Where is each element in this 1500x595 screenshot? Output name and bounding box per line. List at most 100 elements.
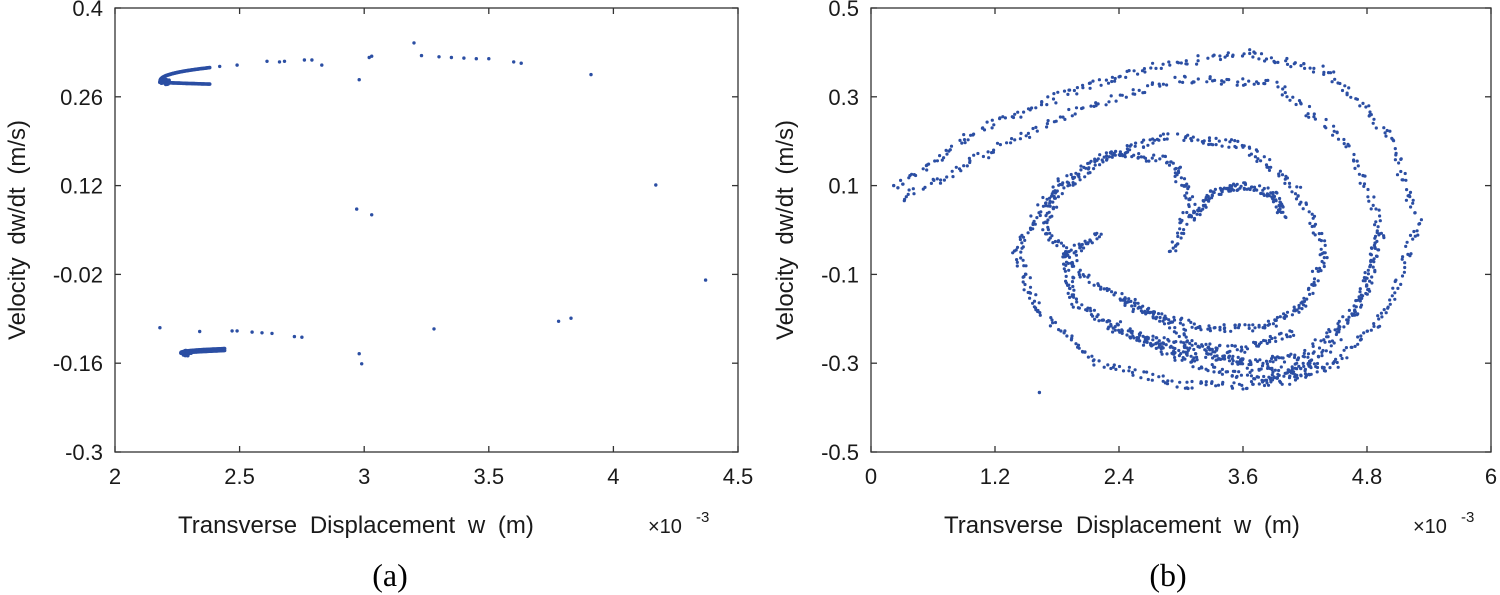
data-point — [1275, 375, 1279, 380]
data-point — [1142, 370, 1146, 374]
data-point — [207, 82, 212, 86]
data-point — [1154, 159, 1158, 163]
data-point — [1255, 149, 1259, 153]
data-point — [1279, 365, 1283, 369]
data-point — [1271, 191, 1275, 195]
data-point — [912, 173, 916, 177]
data-point — [1231, 354, 1235, 358]
data-point — [1232, 188, 1236, 192]
data-point — [1149, 344, 1154, 348]
data-point — [1311, 70, 1316, 74]
data-point — [1266, 186, 1270, 190]
data-point — [1362, 331, 1366, 335]
data-point — [1331, 133, 1335, 137]
data-point — [1288, 98, 1292, 102]
data-point — [1089, 159, 1093, 163]
data-point — [1218, 57, 1223, 62]
chart-b-points — [892, 48, 1423, 395]
data-point — [1192, 347, 1196, 352]
data-point — [1310, 212, 1314, 216]
data-point — [1411, 237, 1415, 241]
data-point — [1074, 171, 1078, 175]
data-point — [1034, 106, 1038, 110]
data-point — [986, 150, 990, 154]
data-point — [1262, 193, 1266, 197]
data-point — [1368, 279, 1372, 283]
data-point — [1155, 336, 1159, 340]
data-point — [1376, 248, 1380, 252]
data-point — [1070, 302, 1074, 306]
data-point — [1373, 223, 1377, 227]
data-point — [1242, 52, 1246, 56]
data-point — [1092, 283, 1096, 287]
data-point — [1350, 312, 1354, 316]
data-point — [1105, 287, 1109, 291]
data-point — [1285, 310, 1290, 314]
data-point — [1323, 124, 1327, 129]
data-point — [1247, 362, 1251, 367]
data-point — [1185, 386, 1189, 390]
data-point — [218, 64, 222, 69]
data-point — [1281, 87, 1285, 91]
data-point — [1138, 332, 1142, 336]
data-point — [1086, 161, 1090, 166]
data-point — [1092, 363, 1096, 367]
data-point — [1274, 205, 1278, 209]
data-point — [1368, 265, 1372, 269]
data-point — [1328, 340, 1332, 344]
data-point — [1243, 82, 1247, 87]
data-point — [1019, 115, 1023, 119]
data-point — [1077, 172, 1081, 176]
data-point — [1127, 297, 1131, 301]
data-point — [1140, 140, 1144, 144]
data-point — [1176, 234, 1180, 239]
data-point — [1143, 70, 1147, 74]
data-point — [1231, 369, 1235, 373]
data-point — [1024, 264, 1028, 268]
data-point — [1077, 270, 1081, 274]
data-point — [1264, 359, 1269, 363]
data-point — [1132, 153, 1136, 157]
data-point — [1177, 348, 1181, 353]
data-point — [1067, 107, 1071, 112]
data-point — [1309, 372, 1313, 376]
data-point — [1099, 83, 1103, 87]
data-point — [1399, 157, 1403, 161]
data-point — [948, 148, 952, 152]
data-point — [1266, 319, 1270, 323]
data-point — [1241, 77, 1245, 81]
data-point — [519, 61, 523, 65]
data-point — [1018, 237, 1023, 242]
data-point — [1288, 185, 1292, 189]
data-point — [1068, 295, 1072, 299]
data-point — [1087, 280, 1091, 284]
data-point — [1201, 199, 1205, 203]
data-point — [998, 117, 1002, 121]
data-point — [933, 159, 937, 163]
data-point — [1045, 232, 1049, 236]
data-point — [1192, 356, 1196, 360]
data-point — [1114, 99, 1118, 103]
data-point — [1331, 361, 1335, 365]
data-point — [1388, 298, 1392, 302]
data-point — [1189, 360, 1193, 364]
data-point — [1342, 142, 1346, 146]
data-point — [1141, 91, 1145, 95]
data-point — [1088, 81, 1092, 85]
data-point — [1277, 356, 1281, 360]
data-point — [1252, 82, 1256, 86]
data-point — [1325, 331, 1329, 335]
data-point — [1102, 155, 1106, 159]
data-point — [1319, 247, 1323, 251]
data-point — [1288, 335, 1292, 339]
data-point — [1224, 138, 1228, 142]
x-tick-label: 4 — [607, 464, 619, 489]
data-point — [1214, 358, 1218, 362]
data-point — [1140, 310, 1145, 315]
data-point — [1295, 358, 1299, 362]
data-point — [370, 54, 374, 58]
data-point — [1041, 195, 1045, 200]
data-point — [1236, 80, 1240, 84]
data-point — [1279, 331, 1283, 335]
